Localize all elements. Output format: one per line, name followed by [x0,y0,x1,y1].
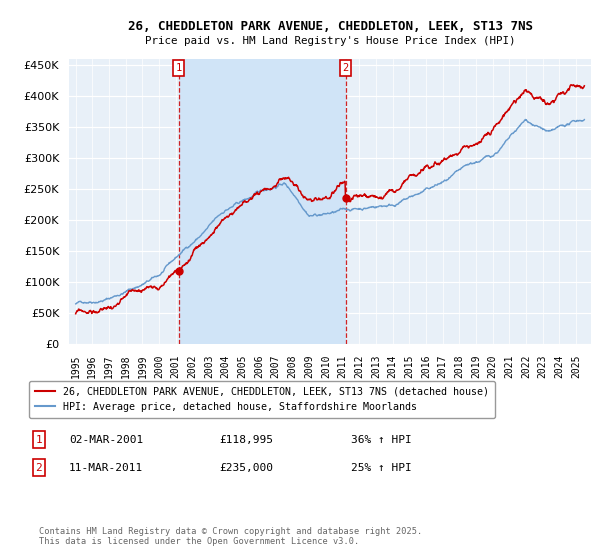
Text: 02-MAR-2001: 02-MAR-2001 [69,435,143,445]
Text: 2: 2 [35,463,43,473]
Text: 36% ↑ HPI: 36% ↑ HPI [351,435,412,445]
Text: 26, CHEDDLETON PARK AVENUE, CHEDDLETON, LEEK, ST13 7NS: 26, CHEDDLETON PARK AVENUE, CHEDDLETON, … [128,20,533,32]
Text: 2: 2 [343,63,349,73]
Text: £235,000: £235,000 [219,463,273,473]
Text: 11-MAR-2011: 11-MAR-2011 [69,463,143,473]
Text: 25% ↑ HPI: 25% ↑ HPI [351,463,412,473]
Text: Contains HM Land Registry data © Crown copyright and database right 2025.
This d: Contains HM Land Registry data © Crown c… [39,526,422,546]
Text: Price paid vs. HM Land Registry's House Price Index (HPI): Price paid vs. HM Land Registry's House … [145,36,515,46]
Text: £118,995: £118,995 [219,435,273,445]
Text: 1: 1 [35,435,43,445]
Bar [179,59,346,344]
Text: 1: 1 [175,63,182,73]
Legend: 26, CHEDDLETON PARK AVENUE, CHEDDLETON, LEEK, ST13 7NS (detached house), HPI: Av: 26, CHEDDLETON PARK AVENUE, CHEDDLETON, … [29,381,495,418]
